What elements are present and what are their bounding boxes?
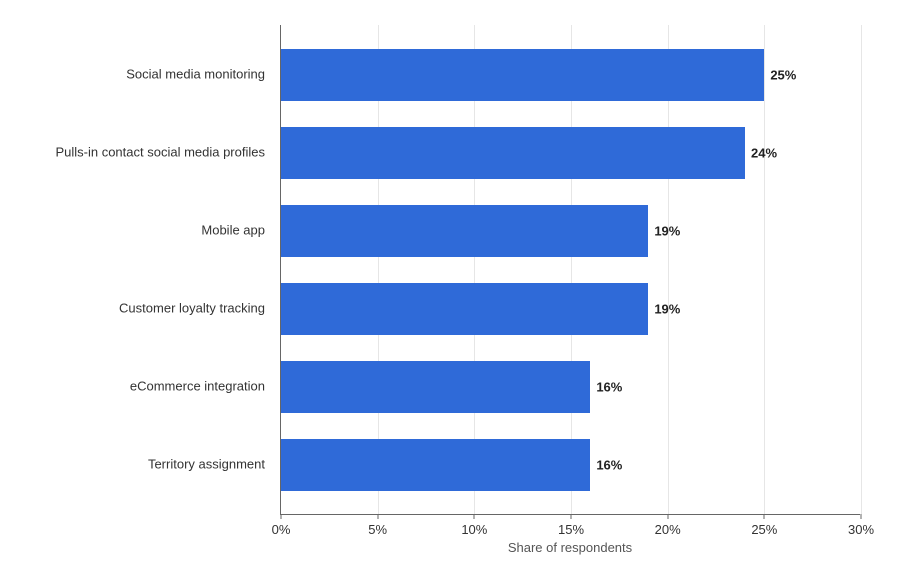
bar[interactable]: 19%	[281, 205, 648, 257]
x-tickmark	[474, 514, 475, 519]
bar-category-label: Territory assignment	[5, 457, 265, 474]
x-tick-label: 20%	[655, 522, 681, 537]
bar[interactable]: 25%	[281, 49, 764, 101]
x-tick-label: 0%	[272, 522, 291, 537]
bar-row: Mobile app19%	[281, 205, 860, 257]
bar-category-label: eCommerce integration	[5, 379, 265, 396]
x-tickmark	[281, 514, 282, 519]
x-tick-label: 10%	[461, 522, 487, 537]
bar-row: Pulls-in contact social media profiles24…	[281, 127, 860, 179]
bar-value-label: 19%	[654, 224, 680, 239]
x-tickmark	[764, 514, 765, 519]
bar-row: Customer loyalty tracking19%	[281, 283, 860, 335]
x-tickmark	[861, 514, 862, 519]
bar[interactable]: 24%	[281, 127, 745, 179]
bar-category-label: Mobile app	[5, 223, 265, 240]
bar-category-label: Pulls-in contact social media profiles	[5, 145, 265, 162]
bar-value-label: 16%	[596, 458, 622, 473]
chart-container: 0% 5% 10% 15% 20% 25% 30% Social media monitori…	[0, 0, 915, 584]
bar-value-label: 25%	[770, 68, 796, 83]
x-tickmark	[377, 514, 378, 519]
x-tickmark	[571, 514, 572, 519]
x-tickmark	[667, 514, 668, 519]
x-tick-label: 15%	[558, 522, 584, 537]
bar[interactable]: 16%	[281, 439, 590, 491]
bar[interactable]: 19%	[281, 283, 648, 335]
bar-value-label: 24%	[751, 146, 777, 161]
x-tick-label: 5%	[368, 522, 387, 537]
gridline	[861, 25, 862, 514]
x-tick-label: 30%	[848, 522, 874, 537]
bar-row: eCommerce integration16%	[281, 361, 860, 413]
plot-area: 0%5%10%15%20%25%30%Social media monitori…	[280, 25, 860, 515]
bar-value-label: 16%	[596, 380, 622, 395]
x-axis-label: Share of respondents	[280, 540, 860, 555]
bar[interactable]: 16%	[281, 361, 590, 413]
x-tick-label: 25%	[751, 522, 777, 537]
bar-category-label: Social media monitoring	[5, 67, 265, 84]
bar-row: Social media monitoring25%	[281, 49, 860, 101]
bar-value-label: 19%	[654, 302, 680, 317]
bar-row: Territory assignment16%	[281, 439, 860, 491]
bar-category-label: Customer loyalty tracking	[5, 301, 265, 318]
